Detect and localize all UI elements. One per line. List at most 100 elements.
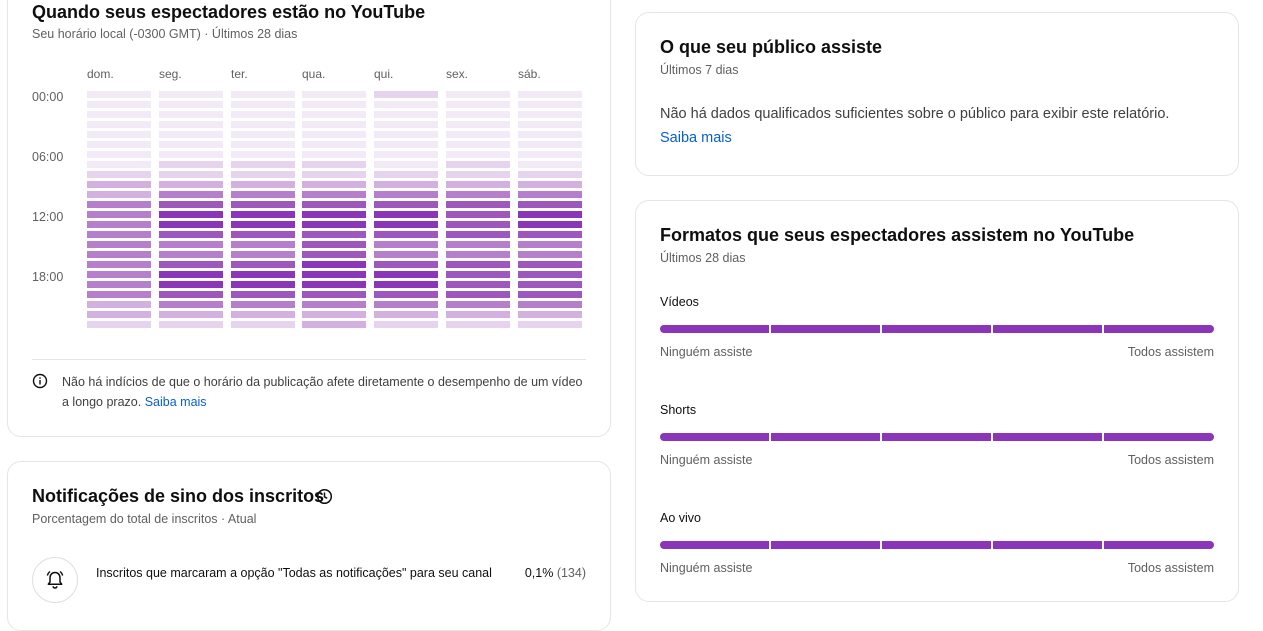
heatmap-cell[interactable]: [87, 181, 151, 188]
heatmap-cell[interactable]: [518, 161, 582, 168]
heatmap-cell[interactable]: [159, 321, 223, 328]
heatmap-cell[interactable]: [518, 291, 582, 298]
heatmap-cell[interactable]: [374, 91, 438, 98]
heatmap-cell[interactable]: [302, 181, 366, 188]
heatmap-cell[interactable]: [374, 111, 438, 118]
heatmap-cell[interactable]: [446, 291, 510, 298]
heatmap-cell[interactable]: [87, 131, 151, 138]
heatmap-cell[interactable]: [446, 251, 510, 258]
heatmap-cell[interactable]: [231, 301, 295, 308]
heatmap-cell[interactable]: [446, 241, 510, 248]
heatmap-cell[interactable]: [446, 201, 510, 208]
heatmap-cell[interactable]: [302, 141, 366, 148]
heatmap-cell[interactable]: [159, 201, 223, 208]
heatmap-cell[interactable]: [87, 271, 151, 278]
heatmap-cell[interactable]: [159, 311, 223, 318]
heatmap-cell[interactable]: [446, 281, 510, 288]
heatmap-cell[interactable]: [159, 281, 223, 288]
heatmap-cell[interactable]: [446, 161, 510, 168]
heatmap-cell[interactable]: [518, 111, 582, 118]
heatmap-cell[interactable]: [446, 301, 510, 308]
heatmap-cell[interactable]: [159, 101, 223, 108]
heatmap-cell[interactable]: [446, 261, 510, 268]
heatmap-cell[interactable]: [302, 131, 366, 138]
heatmap-cell[interactable]: [302, 101, 366, 108]
heatmap-cell[interactable]: [374, 291, 438, 298]
heatmap-cell[interactable]: [374, 231, 438, 238]
heatmap-cell[interactable]: [302, 291, 366, 298]
heatmap-cell[interactable]: [518, 281, 582, 288]
heatmap-cell[interactable]: [159, 121, 223, 128]
heatmap-cell[interactable]: [87, 91, 151, 98]
heatmap-cell[interactable]: [446, 151, 510, 158]
heatmap-cell[interactable]: [159, 131, 223, 138]
heatmap-cell[interactable]: [374, 311, 438, 318]
heatmap-cell[interactable]: [87, 221, 151, 228]
heatmap-cell[interactable]: [374, 101, 438, 108]
heatmap-cell[interactable]: [231, 131, 295, 138]
heatmap-cell[interactable]: [159, 231, 223, 238]
heatmap-cell[interactable]: [159, 261, 223, 268]
heatmap-cell[interactable]: [231, 281, 295, 288]
info-learn-more-link[interactable]: Saiba mais: [144, 395, 207, 409]
heatmap-cell[interactable]: [87, 261, 151, 268]
heatmap-cell[interactable]: [159, 181, 223, 188]
heatmap-cell[interactable]: [87, 101, 151, 108]
heatmap-cell[interactable]: [374, 151, 438, 158]
heatmap-cell[interactable]: [231, 321, 295, 328]
heatmap-cell[interactable]: [518, 171, 582, 178]
heatmap-cell[interactable]: [87, 231, 151, 238]
heatmap-cell[interactable]: [446, 131, 510, 138]
heatmap-cell[interactable]: [159, 171, 223, 178]
heatmap-cell[interactable]: [518, 321, 582, 328]
heatmap-cell[interactable]: [231, 211, 295, 218]
heatmap-cell[interactable]: [302, 311, 366, 318]
heatmap-cell[interactable]: [446, 181, 510, 188]
heatmap-cell[interactable]: [302, 231, 366, 238]
heatmap-cell[interactable]: [302, 251, 366, 258]
heatmap-cell[interactable]: [231, 191, 295, 198]
heatmap-cell[interactable]: [159, 191, 223, 198]
heatmap-cell[interactable]: [518, 181, 582, 188]
heatmap-cell[interactable]: [231, 91, 295, 98]
heatmap-cell[interactable]: [374, 271, 438, 278]
heatmap-cell[interactable]: [446, 171, 510, 178]
heatmap-cell[interactable]: [231, 141, 295, 148]
heatmap-cell[interactable]: [87, 171, 151, 178]
heatmap-cell[interactable]: [302, 321, 366, 328]
heatmap-cell[interactable]: [159, 111, 223, 118]
heatmap-cell[interactable]: [446, 121, 510, 128]
heatmap-cell[interactable]: [374, 321, 438, 328]
heatmap-cell[interactable]: [87, 301, 151, 308]
heatmap-cell[interactable]: [231, 111, 295, 118]
heatmap-cell[interactable]: [87, 241, 151, 248]
heatmap-cell[interactable]: [231, 171, 295, 178]
heatmap-cell[interactable]: [231, 241, 295, 248]
heatmap-cell[interactable]: [374, 251, 438, 258]
heatmap-cell[interactable]: [302, 191, 366, 198]
heatmap-cell[interactable]: [446, 311, 510, 318]
heatmap-cell[interactable]: [446, 221, 510, 228]
clock-icon[interactable]: [316, 488, 333, 505]
heatmap-cell[interactable]: [518, 191, 582, 198]
heatmap-cell[interactable]: [87, 321, 151, 328]
heatmap-cell[interactable]: [374, 261, 438, 268]
heatmap-cell[interactable]: [446, 231, 510, 238]
heatmap-cell[interactable]: [87, 141, 151, 148]
heatmap-cell[interactable]: [231, 291, 295, 298]
heatmap-cell[interactable]: [302, 281, 366, 288]
heatmap-cell[interactable]: [374, 221, 438, 228]
heatmap-cell[interactable]: [518, 151, 582, 158]
heatmap-cell[interactable]: [446, 191, 510, 198]
heatmap-cell[interactable]: [302, 161, 366, 168]
heatmap-cell[interactable]: [231, 121, 295, 128]
heatmap-cell[interactable]: [518, 141, 582, 148]
heatmap-cell[interactable]: [446, 271, 510, 278]
heatmap-cell[interactable]: [374, 301, 438, 308]
heatmap-cell[interactable]: [374, 281, 438, 288]
heatmap-cell[interactable]: [231, 231, 295, 238]
heatmap-cell[interactable]: [231, 161, 295, 168]
heatmap-cell[interactable]: [302, 271, 366, 278]
heatmap-cell[interactable]: [302, 171, 366, 178]
heatmap-cell[interactable]: [518, 211, 582, 218]
